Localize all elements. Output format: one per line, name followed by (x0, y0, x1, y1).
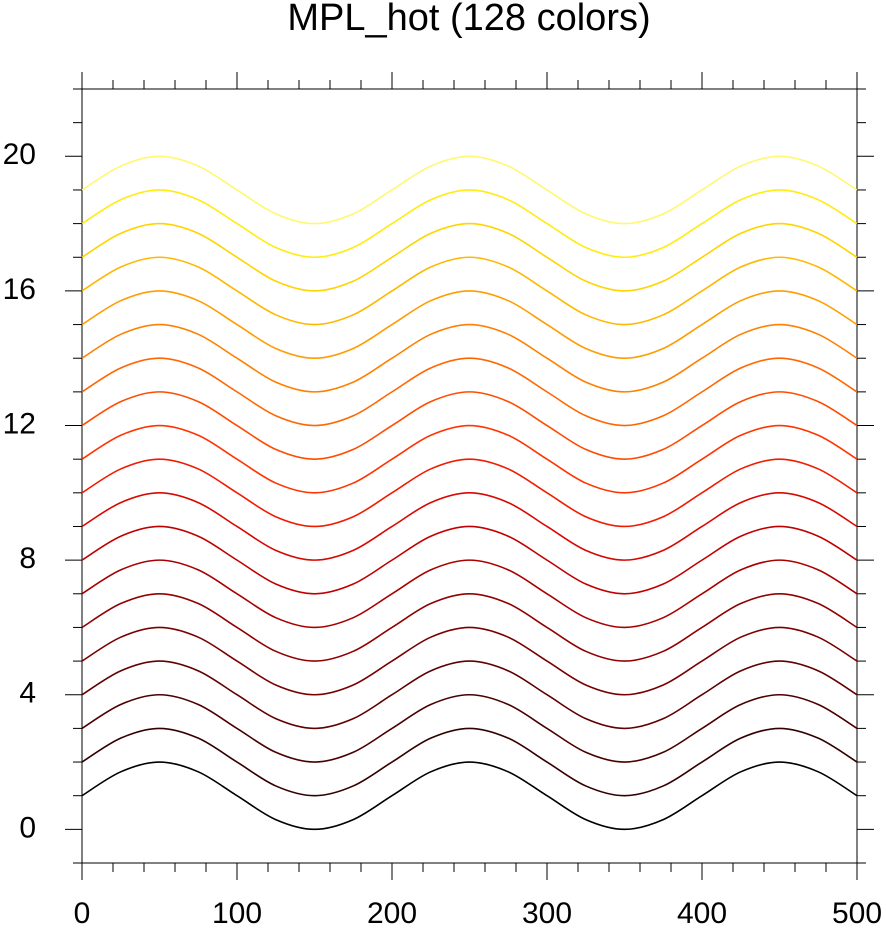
line-series (81, 592, 858, 662)
y-tick-label: 4 (19, 677, 36, 710)
line-series (81, 391, 858, 460)
x-tick-label: 0 (74, 897, 91, 930)
y-tick-label: 16 (3, 273, 36, 306)
y-tick-label: 12 (3, 407, 36, 440)
line-series (81, 727, 858, 797)
x-tick-label: 100 (212, 897, 262, 930)
line-series (81, 155, 858, 225)
line-series (81, 525, 858, 595)
y-tick-label: 8 (19, 542, 36, 575)
line-series (81, 458, 858, 528)
chart-title: MPL_hot (128 colors) (287, 0, 650, 39)
y-tick-label: 0 (19, 811, 36, 844)
line-series (81, 492, 858, 561)
x-tick-label: 500 (832, 897, 882, 930)
line-series (81, 222, 858, 292)
line-series (81, 626, 858, 696)
x-tick-label: 400 (677, 897, 727, 930)
x-tick-label: 300 (522, 897, 572, 930)
line-series (81, 357, 858, 427)
plot-frame (81, 88, 858, 864)
line-series (81, 323, 858, 393)
line-series (81, 693, 858, 763)
line-series (81, 559, 858, 629)
x-tick-label: 200 (367, 897, 417, 930)
line-series (81, 256, 858, 326)
line-series (81, 761, 858, 831)
line-series (81, 660, 858, 730)
y-tick-label: 20 (3, 138, 36, 171)
line-series (81, 189, 858, 259)
line-series (81, 424, 858, 494)
line-series (81, 290, 858, 360)
